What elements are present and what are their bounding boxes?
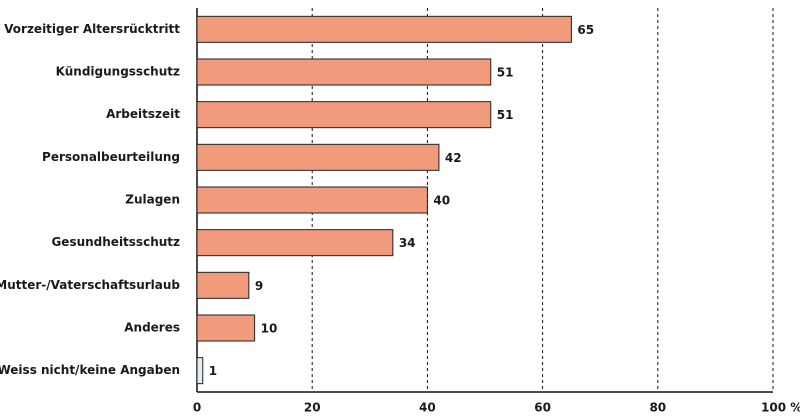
x-tick-label: 0 <box>193 401 201 415</box>
category-label: Zulagen <box>125 193 180 207</box>
bar <box>196 314 256 342</box>
bar <box>196 143 440 171</box>
value-label: 9 <box>255 279 263 293</box>
value-label: 51 <box>497 66 514 80</box>
category-label: Weiss nicht/keine Angaben <box>0 363 180 377</box>
value-label: 10 <box>261 322 278 336</box>
category-label: Vorzeitiger Altersrücktritt <box>4 22 180 36</box>
category-label: Anderes <box>124 321 180 335</box>
x-tick-label: 20 <box>304 401 321 415</box>
category-label: Personalbeurteilung <box>42 150 180 164</box>
bar <box>196 357 204 385</box>
x-tick-label: 40 <box>419 401 436 415</box>
value-label: 1 <box>209 364 217 378</box>
x-tick-label: 80 <box>649 401 666 415</box>
value-label: 40 <box>433 194 450 208</box>
category-label: Gesundheitsschutz <box>51 235 180 249</box>
category-label: Mutter-/Vaterschaftsurlaub <box>0 278 180 292</box>
bar <box>196 15 572 43</box>
bar <box>196 58 492 86</box>
x-tick-label: 100 % <box>761 401 800 415</box>
bar <box>196 229 394 257</box>
value-label: 42 <box>445 151 462 165</box>
value-label: 65 <box>577 23 594 37</box>
category-label: Kündigungsschutz <box>56 65 180 79</box>
x-tick-label: 60 <box>534 401 551 415</box>
bar <box>196 271 250 299</box>
value-label: 34 <box>399 236 416 250</box>
category-label: Arbeitszeit <box>106 107 180 121</box>
value-label: 51 <box>497 108 514 122</box>
bar <box>196 186 428 214</box>
bar <box>196 101 492 129</box>
